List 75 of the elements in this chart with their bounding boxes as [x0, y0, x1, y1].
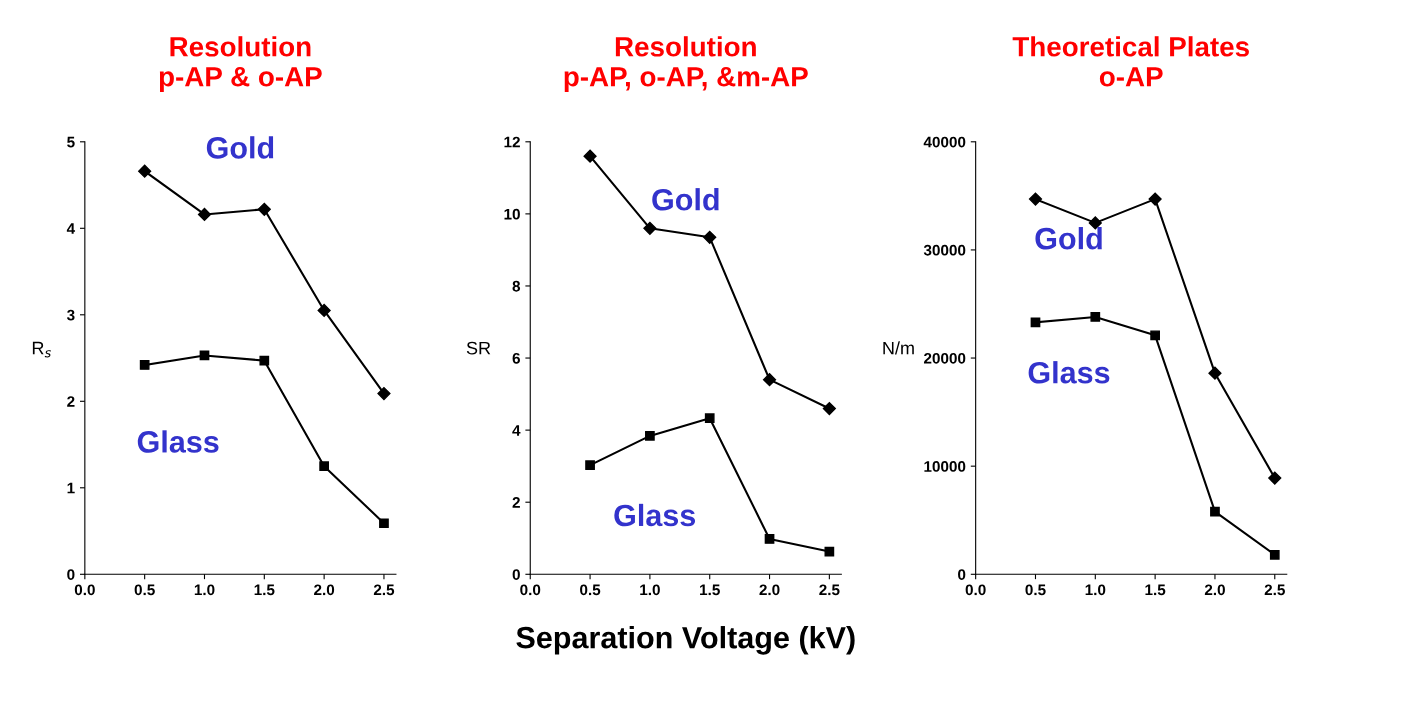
point [138, 164, 152, 178]
point [1210, 506, 1220, 517]
y-tick-label: 0 [958, 569, 966, 580]
y-tick-label: 4 [512, 425, 521, 436]
point [1028, 192, 1043, 206]
chart-title: Resolution p-AP, o-AP, &m-AP [564, 36, 808, 93]
x-tick-label: 2.5 [1264, 584, 1285, 596]
annotation: Glass [614, 503, 696, 527]
y-tick-label: 2 [67, 396, 75, 407]
point [1150, 330, 1160, 341]
y-tick-label: 10 [504, 208, 520, 220]
point [257, 202, 271, 216]
annotation: Gold [1035, 227, 1102, 250]
point [822, 401, 836, 416]
y-tick-label: 1 [67, 482, 75, 494]
y-axis-title: R$_{s}$ [32, 341, 51, 358]
point [1208, 366, 1222, 380]
point [259, 355, 270, 366]
annotation: Glass [1028, 361, 1110, 384]
point [1268, 471, 1282, 485]
x-axis-title: Separation Voltage (kV) [516, 626, 855, 655]
chart-title: Resolution p-AP & o-AP [159, 36, 322, 93]
y-tick-label: 40000 [923, 136, 966, 148]
annotation: Gold [652, 188, 719, 211]
point [643, 221, 657, 235]
point [704, 413, 715, 424]
y-tick-label: 8 [512, 280, 521, 292]
y-tick-label: 20000 [923, 352, 966, 364]
x-tick-label: 1.0 [1085, 584, 1106, 596]
point [1269, 549, 1280, 560]
x-tick-label: 1.0 [640, 584, 660, 596]
x-tick-label: 2.5 [819, 584, 840, 596]
point [1148, 192, 1162, 206]
y-tick-label: 2 [512, 497, 520, 508]
x-tick-label: 0.0 [74, 584, 95, 596]
point [583, 149, 597, 163]
y-tick-label: 12 [504, 136, 520, 148]
y-tick-label: 6 [512, 352, 520, 364]
y-tick-label: 3 [66, 309, 75, 321]
y-axis-title: N/m [883, 341, 914, 355]
x-tick-label: 2.5 [373, 584, 395, 596]
point [645, 431, 655, 441]
x-tick-label: 0.0 [965, 584, 986, 596]
annotation: Gold [206, 136, 274, 159]
point [317, 303, 331, 318]
point [377, 386, 391, 401]
point [585, 460, 595, 470]
x-tick-label: 0.5 [580, 584, 601, 596]
x-tick-label: 2.0 [314, 584, 335, 596]
point [703, 230, 717, 244]
point [139, 360, 150, 370]
y-tick-label: 5 [67, 136, 75, 148]
y-axis-title: SR [466, 341, 491, 355]
y-tick-label: 4 [66, 223, 76, 234]
chart-title: Theoretical Plates o-AP [1012, 36, 1249, 87]
x-tick-label: 1.5 [700, 584, 720, 596]
point [319, 461, 329, 472]
y-tick-label: 10000 [924, 461, 966, 472]
point [197, 207, 212, 222]
point [379, 518, 389, 529]
x-tick-label: 1.5 [254, 584, 275, 596]
x-tick-label: 2.0 [1204, 584, 1225, 596]
y-tick-label: 30000 [923, 244, 966, 256]
x-tick-label: 1.5 [1145, 584, 1166, 596]
point [762, 373, 777, 387]
point [1090, 312, 1101, 322]
annotation: Glass [137, 430, 219, 453]
point [764, 534, 775, 544]
y-tick-label: 0 [67, 569, 75, 580]
x-tick-label: 0.5 [134, 584, 155, 596]
x-tick-label: 0.5 [1025, 584, 1046, 596]
y-tick-label: 0 [512, 569, 520, 580]
x-tick-label: 0.0 [520, 584, 541, 596]
x-tick-label: 2.0 [759, 584, 780, 596]
x-tick-label: 1.0 [194, 584, 215, 596]
